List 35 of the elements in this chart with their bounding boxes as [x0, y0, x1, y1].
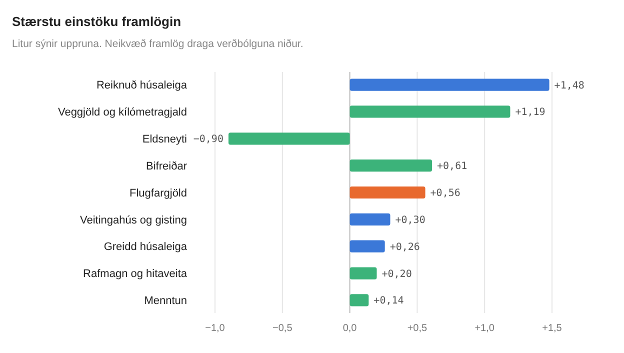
bar — [350, 213, 390, 226]
bar — [350, 78, 550, 91]
data-label: +1,19 — [515, 107, 546, 118]
y-tick-label: Eldsneyti — [142, 133, 187, 146]
bar — [350, 186, 426, 199]
y-tick-label: Veggjöld og kílómetragjald — [58, 106, 187, 119]
data-label: +0,56 — [430, 188, 460, 199]
data-label: −0,90 — [193, 134, 224, 146]
y-tick-label: Reiknuð húsaleiga — [96, 80, 188, 92]
data-label: +0,20 — [382, 268, 412, 280]
y-tick-label: Veitingahús og gisting — [80, 214, 187, 226]
data-label: +0,26 — [390, 242, 420, 253]
x-tick-label: +1,0 — [474, 323, 495, 334]
bar — [350, 240, 385, 252]
bar — [350, 106, 510, 118]
y-tick-label: Menntun — [144, 295, 187, 308]
y-tick-label: Bifreiðar — [146, 160, 188, 172]
x-tick-label: −0,5 — [272, 323, 293, 334]
bar — [350, 267, 377, 280]
x-tick-label: 0,0 — [342, 323, 358, 334]
x-tick-label: +1,5 — [542, 323, 562, 334]
bar — [228, 132, 350, 145]
data-label: +1,48 — [554, 80, 584, 92]
bar — [350, 160, 432, 172]
text: Stærstu einstöku framlögin — [12, 14, 182, 29]
x-tick-label: −1,0 — [205, 323, 226, 334]
bar — [350, 294, 369, 306]
y-tick-label: Flugfargjöld — [130, 187, 187, 200]
y-tick-label: Rafmagn og hitaveita — [83, 268, 188, 280]
y-tick-label: Greidd húsaleiga — [104, 241, 188, 254]
chart-subtitle: Litur sýnir uppruna. Neikvæð framlög draga verðbólguna niður. — [12, 38, 304, 50]
data-label: +0,14 — [374, 296, 404, 307]
data-label: +0,61 — [437, 161, 468, 172]
data-label: +0,30 — [395, 214, 426, 226]
x-tick-label: +0,5 — [407, 323, 428, 334]
